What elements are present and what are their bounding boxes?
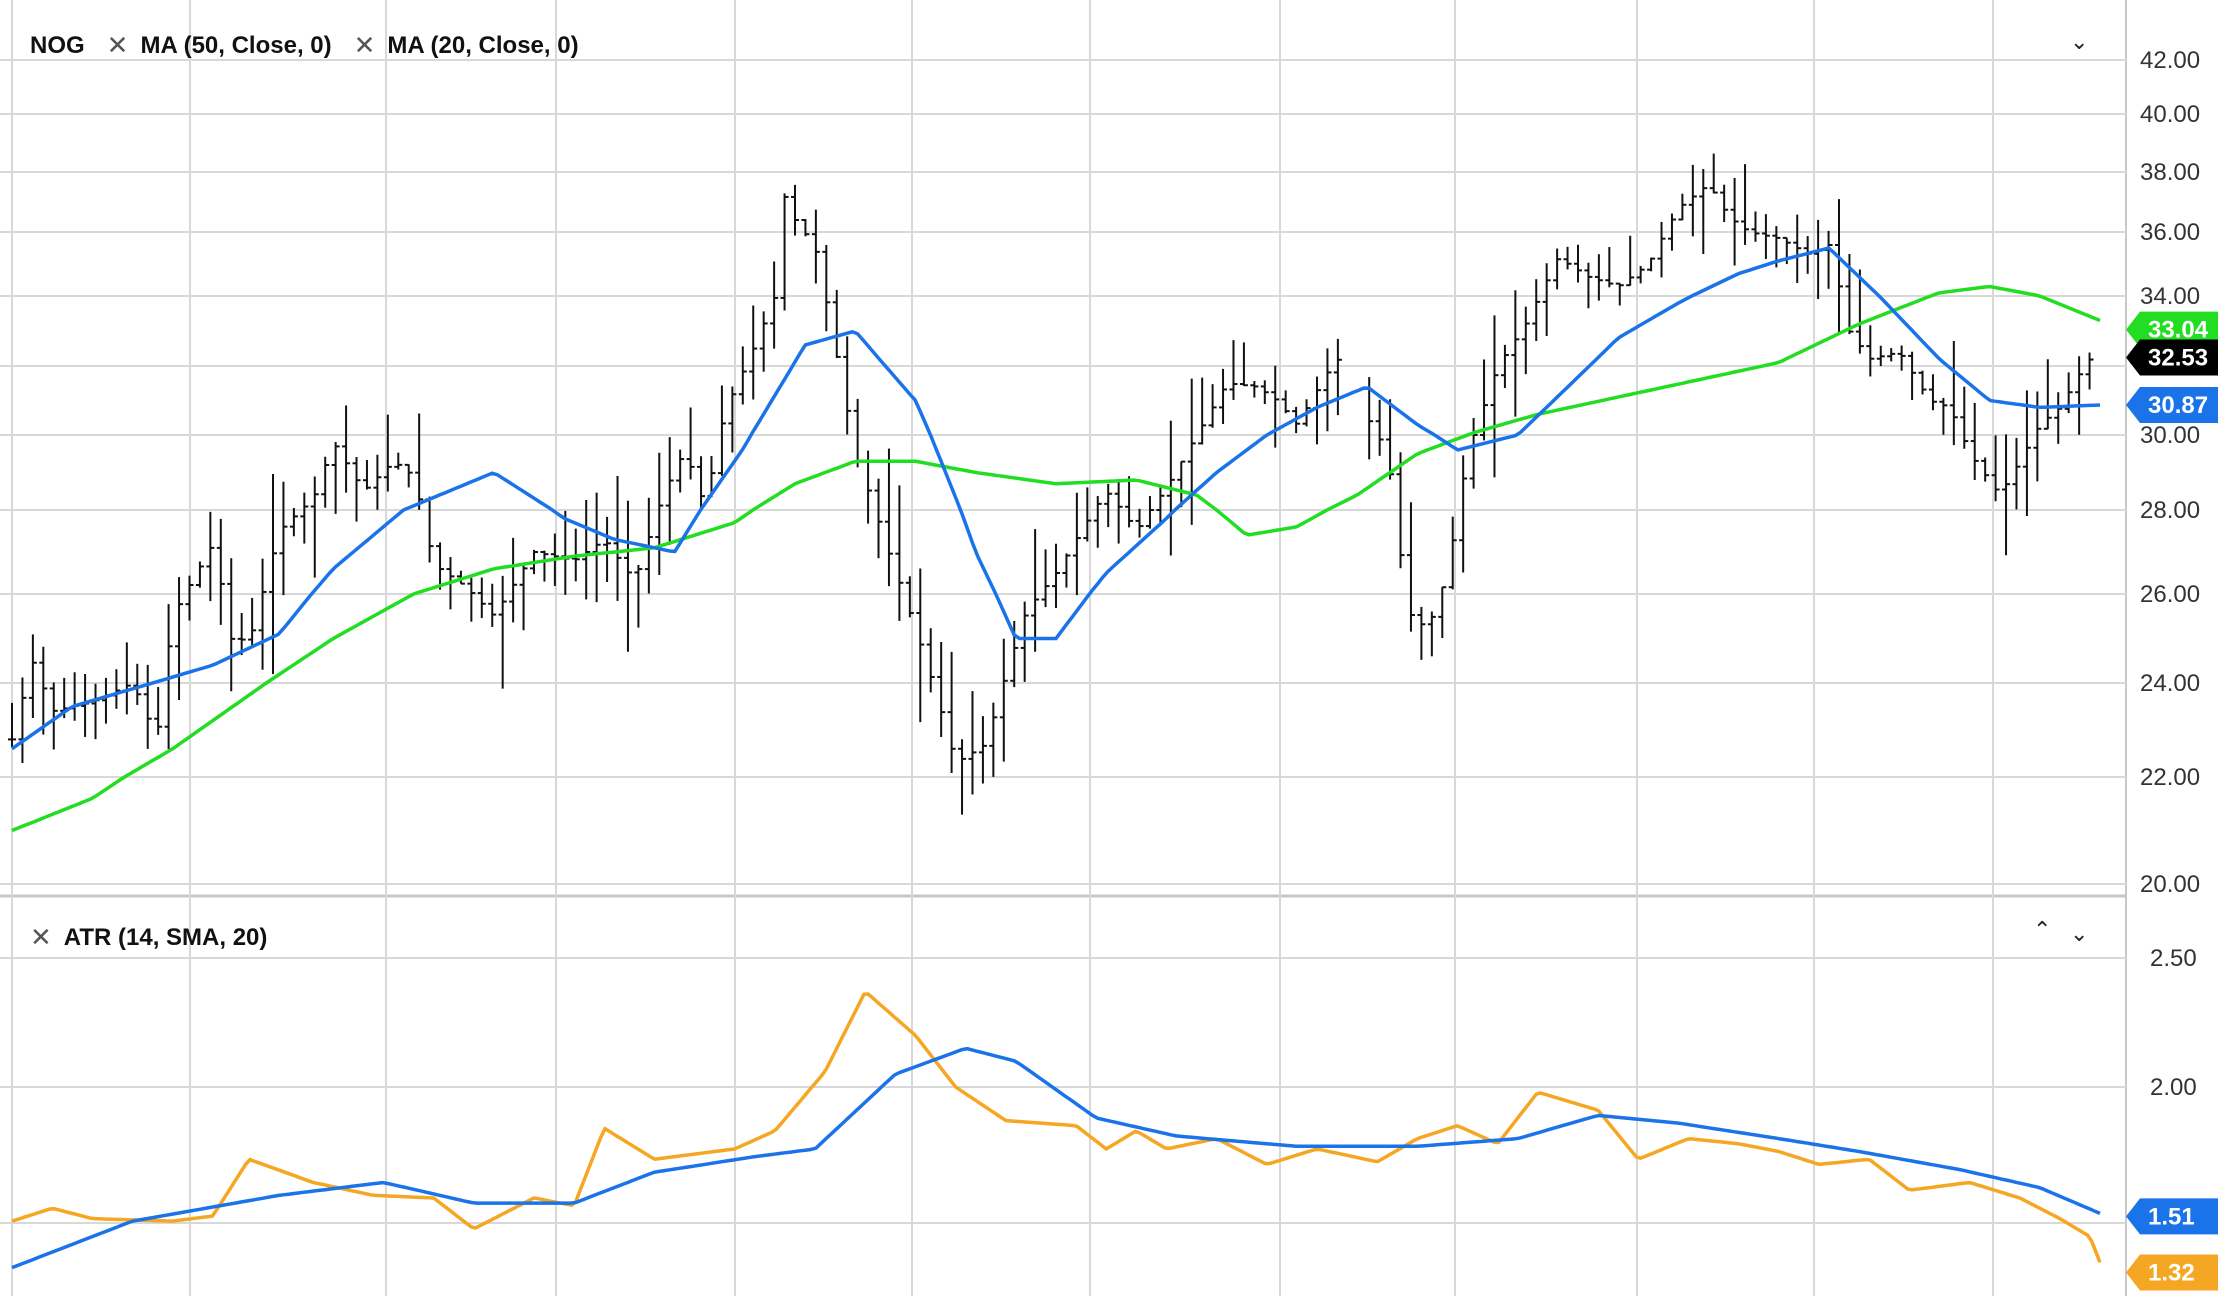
atr-tick-label: 2.50: [2150, 945, 2197, 972]
atr-axis: 2.00 2.50: [2150, 945, 2197, 1101]
price-tick-label: 42.00: [2140, 47, 2200, 74]
atr-tick-label: 2.00: [2150, 1074, 2197, 1101]
moving-average-lines: [10, 246, 2101, 833]
last-price-tag-text: 32.53: [2148, 344, 2208, 371]
price-tick-label: 36.00: [2140, 219, 2200, 246]
ma50-last-tag: 33.04: [2126, 311, 2218, 348]
price-tick-label: 22.00: [2140, 764, 2200, 791]
price-tick-label: 26.00: [2140, 581, 2200, 608]
close-icon[interactable]: ✕: [106, 30, 129, 60]
close-icon[interactable]: ✕: [353, 30, 376, 60]
atr-last-tag: 1.32: [2126, 1254, 2218, 1291]
atr-line: [11, 992, 2102, 1264]
ma20-label: MA (20, Close, 0): [387, 31, 579, 59]
chevron-down-icon[interactable]: ⌄: [2070, 30, 2089, 55]
price-tick-label: 28.00: [2140, 497, 2200, 524]
atr-sma-line: [11, 1046, 2101, 1270]
atr-legend-item: ✕ ATR (14, SMA, 20): [30, 922, 267, 953]
atr-sma-last-tag: 1.51: [2126, 1198, 2218, 1235]
ma20-legend: ✕ MA (20, Close, 0): [354, 30, 579, 61]
price-tick-label: 20.00: [2140, 871, 2200, 898]
price-tick-label: 38.00: [2140, 159, 2200, 186]
price-tick-label: 34.00: [2140, 283, 2200, 310]
price-tick-label: 40.00: [2140, 101, 2200, 128]
atr-last-tag-shape: [2126, 1254, 2218, 1291]
price-legend: NOG ✕ MA (50, Close, 0) ✕ MA (20, Close,…: [30, 30, 579, 61]
price-tick-label: 30.00: [2140, 422, 2200, 449]
ma50-line: [11, 284, 2101, 833]
ma20-line: [10, 246, 2101, 751]
symbol-label: NOG: [30, 31, 85, 59]
atr-lines: [11, 992, 2102, 1270]
ma20-last-tag-text: 30.87: [2148, 392, 2208, 419]
ma20-last-tag: 30.87: [2126, 386, 2218, 423]
ma50-label: MA (50, Close, 0): [140, 31, 332, 59]
close-icon[interactable]: ✕: [30, 922, 52, 952]
atr-last-tag-text: 1.32: [2148, 1259, 2195, 1286]
last-price-tag: 32.53: [2126, 339, 2218, 376]
atr-sma-last-tag-text: 1.51: [2148, 1203, 2195, 1230]
ma20-last-tag-shape: [2126, 386, 2218, 423]
price-axis: 20.0022.0024.0026.0028.0030.0032.0034.00…: [2140, 47, 2200, 898]
chevron-down-icon[interactable]: ⌄: [2070, 922, 2089, 947]
ma50-legend: ✕ MA (50, Close, 0): [107, 30, 332, 61]
atr-legend: ✕ ATR (14, SMA, 20): [30, 922, 267, 953]
ma50-last-tag-shape: [2126, 311, 2218, 348]
chevron-up-icon[interactable]: ⌃: [2033, 918, 2052, 943]
price-tick-label: 24.00: [2140, 670, 2200, 697]
atr-sma-last-tag-shape: [2126, 1198, 2218, 1235]
atr-label: ATR (14, SMA, 20): [63, 923, 268, 951]
grid-lines: [0, 0, 2127, 1296]
last-price-tag-shape: [2126, 339, 2218, 376]
ma50-last-tag-text: 33.04: [2148, 317, 2209, 344]
